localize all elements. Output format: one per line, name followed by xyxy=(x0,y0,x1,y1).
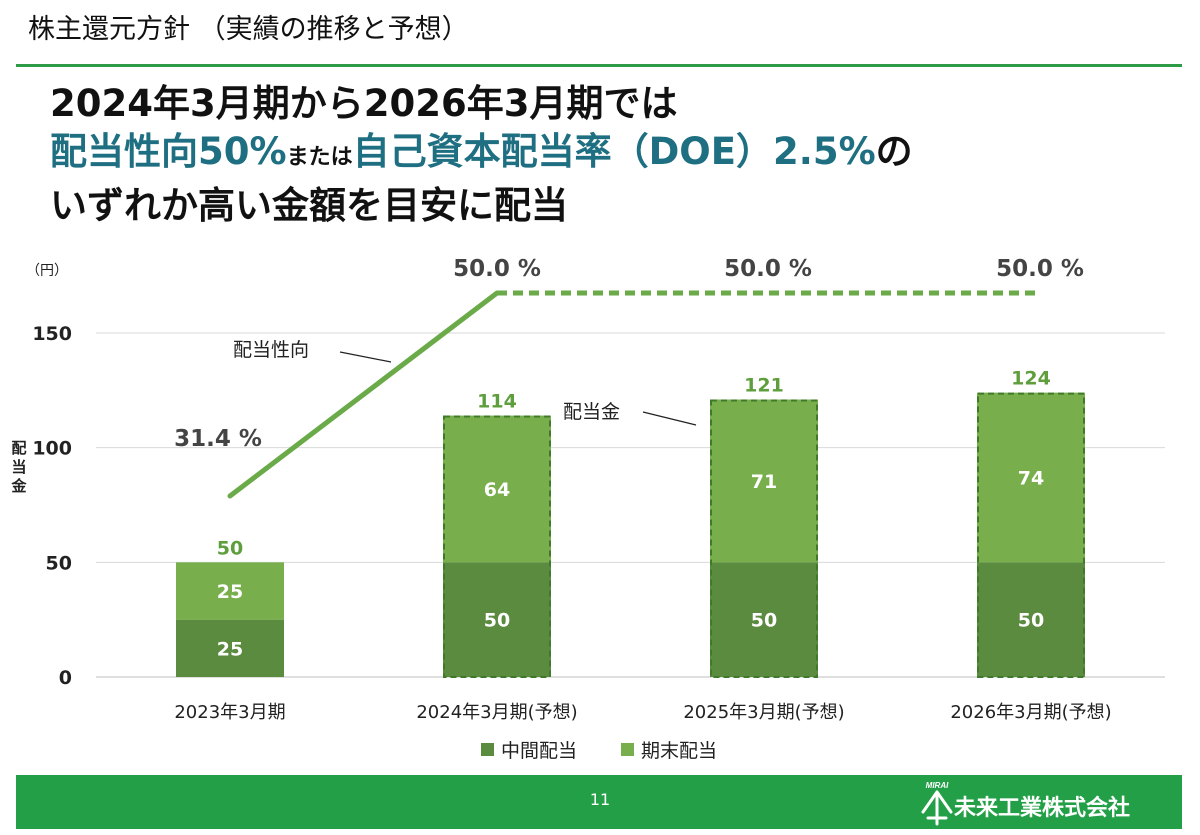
payout-ratio-line-actual xyxy=(227,290,500,499)
bar-yearend-label: 64 xyxy=(484,479,510,501)
y-axis-label-char: 当 xyxy=(11,458,26,476)
bar-interim-label: 50 xyxy=(484,610,510,632)
bar-interim-2 xyxy=(710,562,818,677)
legend-label: 中間配当 xyxy=(501,740,577,762)
y-tick-label: 0 xyxy=(59,667,72,689)
bar-yearend-label: 74 xyxy=(1018,467,1044,489)
bar-interim-label: 50 xyxy=(1018,610,1044,632)
headline-or: または xyxy=(286,145,353,170)
footer-bar xyxy=(16,775,1182,829)
bar-interim-1 xyxy=(443,562,551,677)
bar-forecast-outline-3 xyxy=(977,392,1085,678)
headline-line-3: いずれか高い金額を目安に配当 xyxy=(50,184,568,227)
y-tick-label: 100 xyxy=(32,438,72,460)
y-unit-label: （円） xyxy=(26,263,68,279)
legend-swatch-0 xyxy=(481,743,494,756)
bar-interim-3 xyxy=(977,562,1085,677)
bar-total-label: 121 xyxy=(744,375,784,397)
bar-interim-label: 25 xyxy=(217,638,243,660)
y-axis-label-char: 金 xyxy=(10,477,27,495)
mirai-logo-icon: MIRAI xyxy=(921,781,953,826)
payout-ratio-label: 50.0 % xyxy=(996,256,1084,282)
payout-ratio-label: 50.0 % xyxy=(453,256,541,282)
dividend-callout-leader xyxy=(642,411,697,426)
bar-total-label: 50 xyxy=(217,537,243,559)
bar-yearend-3 xyxy=(977,392,1085,563)
x-tick-label: 2025年3月期(予想) xyxy=(683,702,844,723)
x-tick-label: 2024年3月期(予想) xyxy=(416,702,577,723)
headline-payout-ratio: 配当性向50% xyxy=(50,130,287,173)
bar-yearend-label: 25 xyxy=(217,581,243,603)
company-brand: MIRAI 未来工業株式会社 xyxy=(920,778,1170,828)
y-tick-label: 150 xyxy=(32,323,72,345)
legend-label: 期末配当 xyxy=(641,740,717,762)
dividend-callout: 配当金 xyxy=(563,401,620,423)
bar-interim-0 xyxy=(176,619,284,677)
headline-line-2: 配当性向50%または自己資本配当率（DOE）2.5%の xyxy=(50,128,913,182)
page-number: 11 xyxy=(589,790,611,809)
payout-ratio-label: 31.4 % xyxy=(174,426,262,452)
payout-ratio-callout: 配当性向 xyxy=(233,339,309,361)
bar-yearend-0 xyxy=(176,562,284,620)
bar-interim-label: 50 xyxy=(751,610,777,632)
bar-total-label: 114 xyxy=(477,391,517,413)
y-axis-label-char: 配 xyxy=(11,439,26,457)
bar-yearend-label: 71 xyxy=(751,471,777,493)
dividend-chart: 0 50 100 150 （円） 配当金 25 25 50 2023年3月期 50 64 114 2024… xyxy=(10,256,1165,762)
headline-doe: 自己資本配当率（DOE）2.5% xyxy=(352,130,876,173)
bar-forecast-outline-2 xyxy=(710,399,818,678)
bar-forecast-outline-1 xyxy=(443,415,551,678)
company-name: 未来工業株式会社 xyxy=(954,796,1131,821)
headline-line-1: 2024年3月期から2026年3月期では xyxy=(50,82,678,125)
bar-yearend-2 xyxy=(710,399,818,563)
headline: 2024年3月期から2026年3月期では 配当性向50%または自己資本配当率（D… xyxy=(50,80,913,230)
x-tick-label: 2026年3月期(予想) xyxy=(950,702,1111,723)
svg-text:MIRAI: MIRAI xyxy=(926,781,949,790)
bar-total-label: 124 xyxy=(1011,368,1051,390)
y-tick-label: 50 xyxy=(46,552,72,574)
bar-yearend-1 xyxy=(443,415,551,563)
legend-swatch-1 xyxy=(621,743,634,756)
slide-title: 株主還元方針 （実績の推移と予想） xyxy=(28,14,469,45)
title-divider xyxy=(16,64,1182,67)
x-tick-label: 2023年3月期 xyxy=(174,702,285,723)
payout-ratio-label: 50.0 % xyxy=(724,256,812,282)
headline-particle: の xyxy=(875,130,913,173)
payout-ratio-callout-leader xyxy=(339,351,392,363)
